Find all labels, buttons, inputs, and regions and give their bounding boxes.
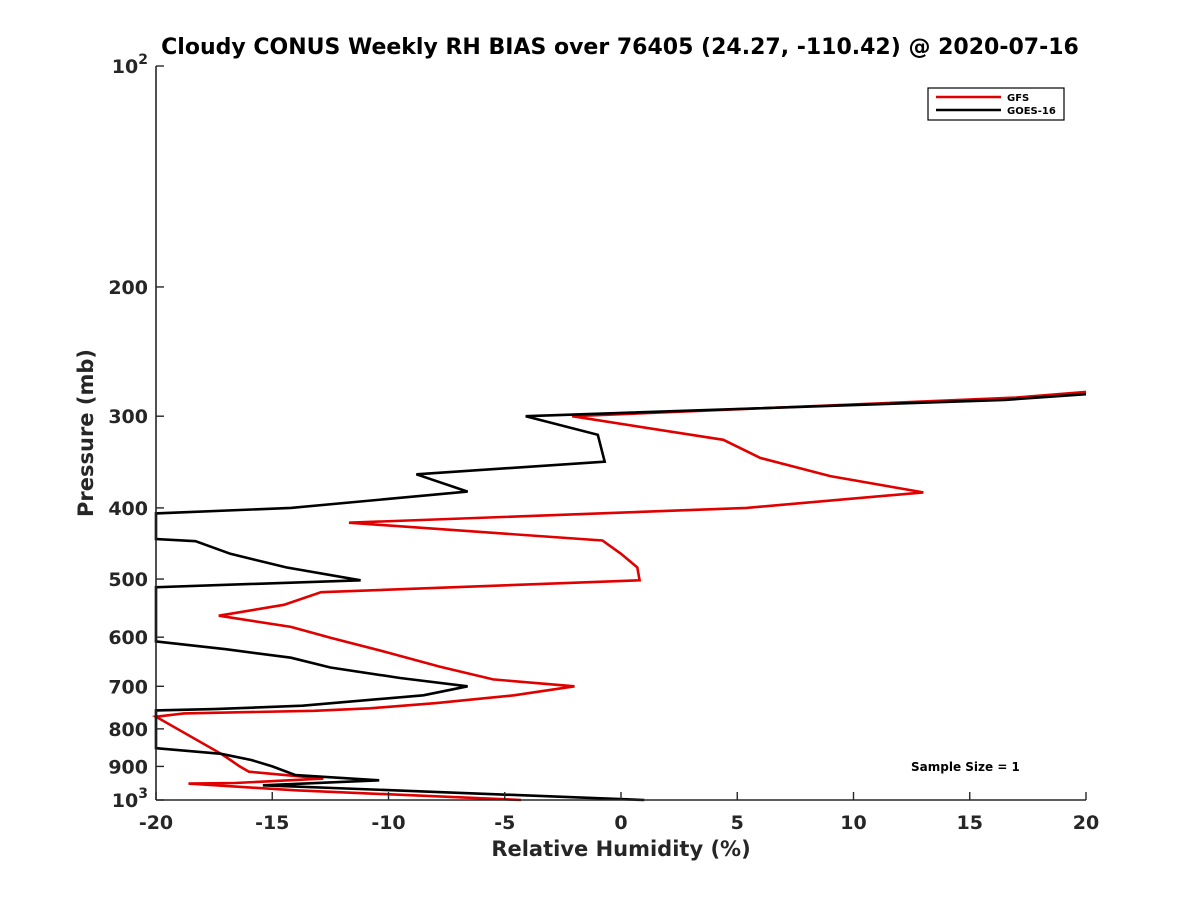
y-tick-label: 300 (108, 406, 148, 428)
y-tick-label: 102 (112, 52, 148, 78)
y-tick-label: 200 (108, 277, 148, 299)
x-tick-label: 5 (731, 812, 744, 834)
legend: GFS GOES-16 (927, 87, 1065, 121)
y-tick-label: 700 (108, 676, 148, 698)
x-tick-label: 20 (1073, 812, 1099, 834)
legend-box (927, 87, 1065, 121)
x-tick-label: 0 (614, 812, 627, 834)
x-tick-label: -10 (371, 812, 405, 834)
series-line-goes16 (154, 392, 1087, 802)
x-axis-ticks: -20 -15 -10 -5 0 5 10 15 20 (139, 792, 1099, 834)
x-axis-label: Relative Humidity (%) (491, 837, 750, 861)
y-tick-label: 800 (108, 719, 148, 741)
y-axis-label: Pressure (mb) (74, 349, 98, 517)
x-tick-label: -15 (255, 812, 289, 834)
y-tick-label: 103 (112, 786, 148, 812)
y-axis-ticks: 102 200 300 400 500 600 700 800 900 103 (108, 52, 164, 812)
y-tick-label: 400 (108, 498, 148, 520)
y-tick-label: 500 (108, 569, 148, 591)
series-line-gfs (151, 390, 1087, 802)
chart-title: Cloudy CONUS Weekly RH BIAS over 76405 (… (161, 35, 1079, 60)
y-tick-label: 600 (108, 627, 148, 649)
legend-label-goes16: GOES-16 (1007, 106, 1056, 117)
x-tick-label: -20 (139, 812, 173, 834)
sample-size-annotation: Sample Size = 1 (911, 760, 1020, 774)
x-tick-label: 10 (840, 812, 866, 834)
x-tick-label: -5 (494, 812, 515, 834)
x-tick-label: 15 (957, 812, 983, 834)
plot-area (151, 390, 1087, 802)
legend-label-gfs: GFS (1007, 93, 1029, 104)
y-tick-label: 900 (108, 756, 148, 778)
